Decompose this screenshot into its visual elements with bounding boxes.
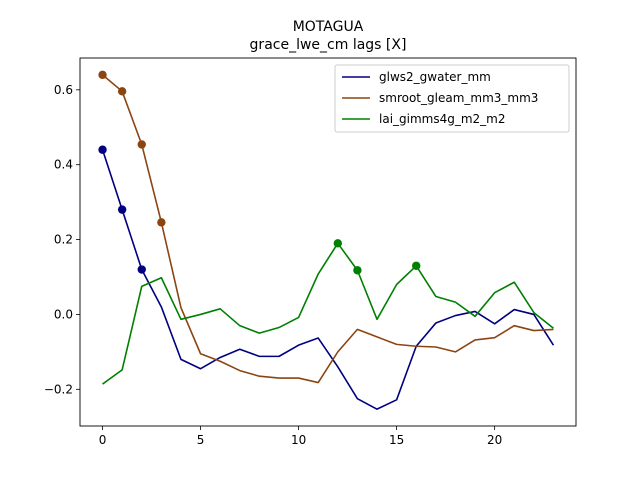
- data-point-lai_gimms4g_m2_m2-13: [353, 266, 362, 275]
- x-tick-label-0: 0: [99, 433, 107, 447]
- data-point-glws2_gwater_mm-1: [117, 205, 127, 214]
- legend-box: [334, 64, 570, 133]
- data-point-glws2_gwater_mm-2: [137, 265, 146, 274]
- legend-label-smroot_gleam_mm3_mm3: smroot_gleam_mm3_mm3: [379, 91, 538, 105]
- y-tick-label-4: 0.6: [54, 83, 73, 97]
- y-tick-label-2: 0.2: [54, 233, 73, 247]
- series-line-glws2_gwater_mm: [101, 149, 555, 410]
- legend-label-glws2_gwater_mm: glws2_gwater_mm: [379, 70, 491, 84]
- data-point-smroot_gleam_mm3_mm3-0: [98, 70, 107, 80]
- y-tick-label-1: 0.0: [54, 307, 73, 321]
- series-line-smroot_gleam_mm3_mm3: [102, 74, 554, 384]
- data-point-lai_gimms4g_m2_m2-16: [412, 261, 421, 270]
- x-tick-label-20: 20: [487, 433, 502, 447]
- legend-label-lai_gimms4g_m2_m2: lai_gimms4g_m2_m2: [379, 112, 506, 126]
- data-point-smroot_gleam_mm3_mm3-3: [157, 218, 166, 227]
- y-tick-label-0: −0.2: [44, 382, 73, 396]
- chart-title: MOTAGUA: [293, 19, 364, 35]
- x-tick-label-5: 5: [197, 433, 205, 447]
- series-line-lai_gimms4g_m2_m2: [102, 242, 554, 385]
- chart-subtitle: grace_lwe_cm lags [X]: [250, 37, 407, 53]
- data-point-lai_gimms4g_m2_m2-12: [333, 239, 343, 248]
- x-tick-label-10: 10: [291, 433, 306, 447]
- y-tick-label-3: 0.4: [54, 158, 73, 172]
- data-point-glws2_gwater_mm-0: [98, 145, 107, 154]
- plot-area: 0 5 10 15 20 −0.2 0.0 0.2 0.4 0.6 glws2_gwater_mms…: [44, 57, 577, 447]
- x-tick-label-15: 15: [389, 433, 404, 447]
- axes-frame: [79, 57, 577, 427]
- data-point-smroot_gleam_mm3_mm3-1: [117, 87, 127, 96]
- data-point-smroot_gleam_mm3_mm3-2: [137, 140, 146, 149]
